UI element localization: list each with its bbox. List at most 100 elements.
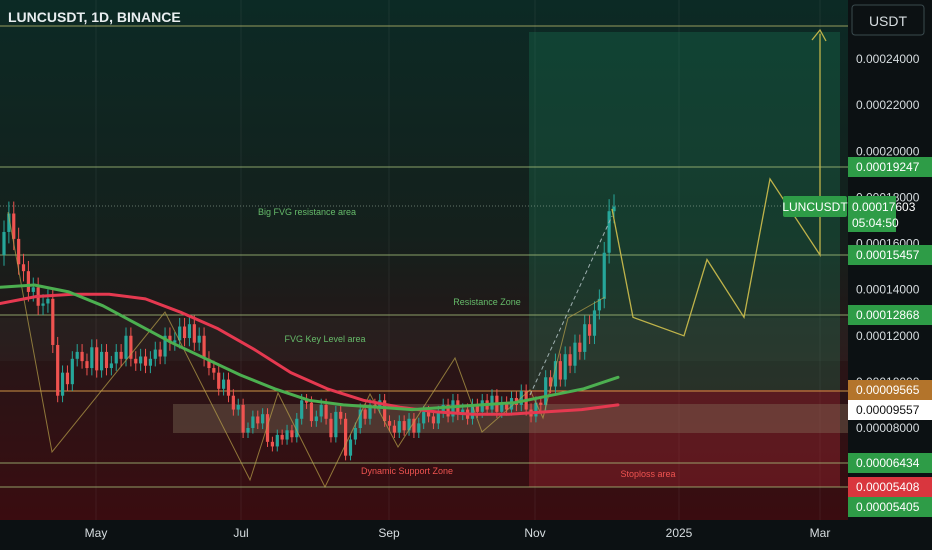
candle-body [422, 411, 426, 424]
price-tag-box [848, 497, 932, 517]
projection-path [611, 33, 821, 337]
candle-body [256, 416, 260, 424]
candle-body [56, 344, 60, 396]
candle-body [143, 356, 148, 366]
candle-body [275, 434, 279, 447]
price-tag-box [848, 157, 932, 177]
candle-body [319, 404, 323, 417]
candle-body [607, 211, 611, 253]
currency-button-label: USDT [869, 13, 908, 29]
candle-body [212, 368, 216, 373]
candle-body [578, 342, 582, 352]
candle-body [539, 402, 543, 405]
candle-body [17, 238, 21, 265]
candle-body [548, 377, 553, 387]
candle-body [402, 421, 406, 431]
price-tag-label: 0.00009557 [856, 403, 920, 417]
candle-body [114, 351, 118, 364]
candle-body [368, 404, 372, 419]
zone-label: Stoploss area [620, 469, 675, 479]
candle-body [139, 356, 143, 364]
candle-body [475, 404, 479, 412]
candle-body [12, 213, 16, 239]
candle-body [573, 342, 577, 366]
candle-body [251, 416, 255, 428]
candle-body [51, 298, 55, 345]
current-symbol-label: LUNCUSDT [782, 200, 848, 214]
candle-body [446, 404, 450, 417]
candle-body [431, 416, 436, 424]
candle-body [134, 358, 138, 364]
candle-body [602, 252, 606, 299]
moving-averages [0, 283, 620, 416]
price-tag-label: 0.00006434 [856, 456, 920, 470]
y-axis-ticks: 0.000240000.000220000.000200000.00018000… [856, 52, 920, 435]
candle-body [534, 402, 538, 417]
candle-body [104, 351, 109, 369]
breakout-dashed-line [529, 215, 613, 396]
projection-arrowhead [811, 28, 827, 42]
candle-body [558, 361, 562, 380]
chart-title: LUNCUSDT, 1D, BINANCE [8, 9, 181, 25]
moving-average-red [0, 292, 620, 416]
y-tick-label: 0.00008000 [856, 421, 920, 435]
y-tick-label: 0.00022000 [856, 98, 920, 112]
candle-body [295, 418, 299, 438]
candle-body [470, 404, 475, 419]
x-tick-label: Jul [233, 526, 248, 540]
current-price-badge: LUNCUSDT 0.00017603 05:04:50 [782, 196, 916, 232]
candle-body [436, 411, 440, 424]
candle-body [314, 416, 318, 422]
price-tag-box [848, 477, 932, 497]
candle-body [207, 358, 211, 369]
candle-body [100, 351, 104, 371]
candle-body [363, 409, 367, 419]
candle-body [163, 335, 167, 357]
candle-body [119, 351, 123, 359]
candle-body [95, 347, 99, 371]
candle-body [583, 324, 587, 352]
zone-label: Big FVG resistance area [258, 207, 356, 217]
candle-body [241, 404, 245, 433]
moving-average-green [0, 283, 620, 412]
zone-layer [0, 32, 848, 487]
candle-body [588, 324, 592, 336]
candle-body [153, 349, 157, 359]
candle-body [187, 324, 192, 339]
candle-body [65, 372, 70, 385]
candle-body [329, 418, 333, 438]
candle-body [178, 326, 182, 341]
candle-body [500, 402, 504, 412]
price-tag-label: 0.00005405 [856, 500, 920, 514]
candle-body [109, 363, 113, 369]
price-tag-box [848, 400, 932, 420]
candle-body [41, 303, 45, 306]
x-tick-label: 2025 [666, 526, 693, 540]
candle-body [236, 404, 240, 410]
y-tick-label: 0.00024000 [856, 52, 920, 66]
candle-body [568, 354, 572, 366]
x-axis-ticks: May Jul Sep Nov 2025 Mar [85, 526, 831, 540]
candle-body [344, 418, 348, 456]
horizontal-levels [0, 25, 848, 488]
currency-button[interactable]: USDT [851, 4, 925, 36]
candle-body [2, 231, 6, 256]
candle-body [231, 395, 235, 410]
x-tick-label: Nov [524, 526, 545, 540]
candle-body [46, 298, 50, 304]
candle-body [7, 213, 11, 232]
zone-label: Resistance Zone [453, 297, 521, 307]
candle-body [339, 411, 343, 419]
candle-body [21, 264, 26, 272]
candle-body [148, 358, 152, 366]
y-tick-label: 0.00014000 [856, 283, 920, 297]
x-tick-label: Sep [378, 526, 400, 540]
candle-body [261, 414, 265, 424]
candle-body [387, 421, 392, 426]
candle-body [90, 347, 94, 369]
candle-body [158, 349, 162, 357]
price-tags: 0.00019247 0.00015457 0.00012868 0.00009565… [848, 157, 932, 517]
candle-body [309, 402, 314, 422]
